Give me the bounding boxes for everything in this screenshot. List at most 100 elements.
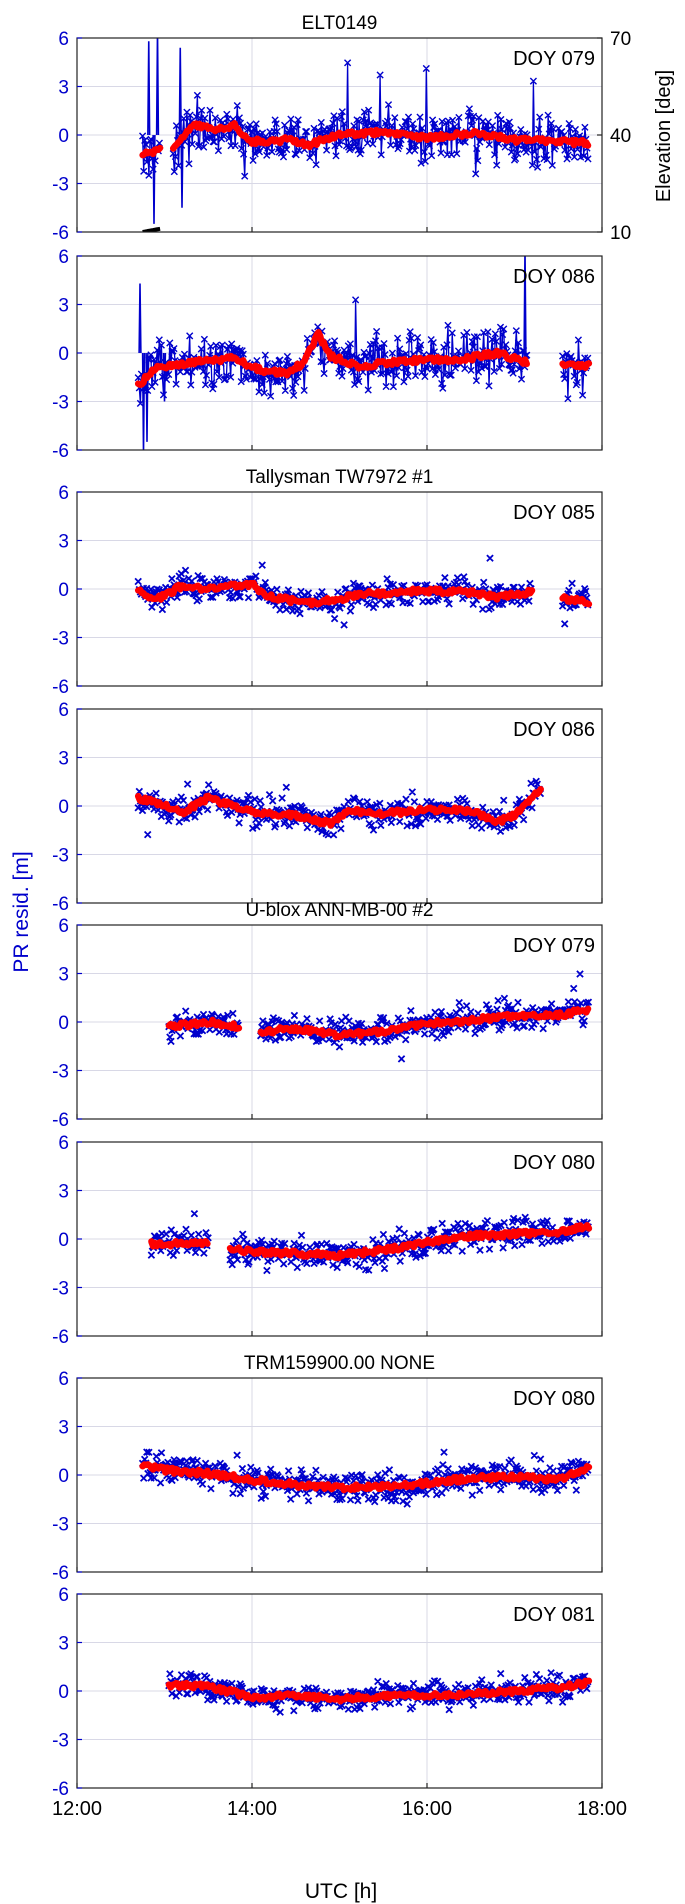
residual-spike bbox=[147, 41, 151, 136]
residual-spike bbox=[138, 283, 142, 354]
residual-spike bbox=[178, 47, 182, 136]
y-tick-label: 6 bbox=[58, 29, 69, 50]
y-tick-label: 0 bbox=[58, 1466, 69, 1487]
residual-spike bbox=[145, 352, 149, 442]
y-tick-label: -6 bbox=[52, 1327, 69, 1348]
y-tick-label: -6 bbox=[52, 1110, 69, 1131]
y-tick-label: 0 bbox=[58, 1013, 69, 1034]
y-tick-label: 3 bbox=[58, 296, 69, 317]
plot-area bbox=[147, 1209, 593, 1275]
doy-label: DOY 086 bbox=[513, 719, 595, 741]
panel-title: U-blox ANN-MB-00 #2 bbox=[246, 900, 434, 921]
plot-area bbox=[134, 256, 593, 450]
y-tick-label: 0 bbox=[58, 1230, 69, 1251]
doy-label: DOY 086 bbox=[513, 266, 595, 288]
y-tick-label: -6 bbox=[52, 677, 69, 698]
y-tick-label: 3 bbox=[58, 532, 69, 553]
smoothed-trend bbox=[134, 329, 530, 388]
y-tick-label: 0 bbox=[58, 344, 69, 365]
y-tick-label: 6 bbox=[58, 916, 69, 937]
plot-area bbox=[165, 1669, 593, 1716]
y-tick-label: -6 bbox=[52, 1563, 69, 1584]
residual-line bbox=[172, 62, 589, 177]
smoothed-trend bbox=[165, 1016, 243, 1032]
doy-label: DOY 081 bbox=[513, 1604, 595, 1626]
residual-spike bbox=[523, 256, 527, 354]
y-tick-label: 0 bbox=[58, 1682, 69, 1703]
residual-markers bbox=[147, 1209, 592, 1275]
y-tick-label: 3 bbox=[58, 78, 69, 99]
y-tick-label: 6 bbox=[58, 1133, 69, 1154]
elevation-axis-label: Elevation [deg] bbox=[653, 70, 675, 202]
panel-5: 6 3 0 -3 -6 U-blox ANN-MB-00 #2 DOY 079 bbox=[52, 900, 603, 1131]
y-tick-label: 0 bbox=[58, 126, 69, 147]
panel-1: 70 40 10 6 3 0 -3 -6 ELT0149 DOY 079 bbox=[52, 13, 631, 244]
y-tick-label: -6 bbox=[52, 441, 69, 462]
elevation-tick-label: 70 bbox=[610, 29, 631, 50]
y-tick-label: -6 bbox=[52, 223, 69, 244]
y-tick-label: -3 bbox=[52, 393, 69, 414]
y-tick-label: 3 bbox=[58, 1634, 69, 1655]
plot-area bbox=[138, 1448, 593, 1508]
smoothed-trend bbox=[559, 360, 593, 372]
smoothed-trend bbox=[139, 1461, 593, 1494]
residual-markers bbox=[134, 296, 592, 407]
residual-spike bbox=[141, 352, 146, 450]
smoothed-trend bbox=[165, 1677, 593, 1705]
y-tick-label: -3 bbox=[52, 629, 69, 650]
panel-6: 6 3 0 -3 -6 DOY 080 bbox=[52, 1133, 603, 1348]
panel-3: 6 3 0 -3 -6 Tallysman TW7972 #1 DOY 085 bbox=[52, 467, 603, 698]
plot-area bbox=[165, 970, 593, 1063]
y-tick-label: -6 bbox=[52, 894, 69, 915]
panel-title: Tallysman TW7972 #1 bbox=[246, 467, 434, 488]
panel-8: 6 3 0 -3 -6 DOY 081 12:00 14:00 16:00 18:00 bbox=[52, 1585, 627, 1820]
smoothed-trend bbox=[134, 785, 544, 829]
y-tick-label: -3 bbox=[52, 1062, 69, 1083]
smoothed-trend bbox=[257, 1005, 592, 1041]
residual-spike bbox=[180, 134, 184, 208]
smoothed-trend bbox=[148, 1237, 211, 1250]
panel-2: 6 3 0 -3 -6 DOY 086 bbox=[52, 247, 603, 462]
residual-spike bbox=[155, 38, 160, 136]
y-tick-label: 6 bbox=[58, 247, 69, 268]
doy-label: DOY 079 bbox=[513, 935, 595, 957]
smoothed-trend bbox=[169, 120, 592, 152]
smoothed-trend bbox=[226, 1222, 593, 1262]
y-tick-label: 6 bbox=[58, 483, 69, 504]
plot-area bbox=[134, 777, 545, 839]
y-tick-label: 6 bbox=[58, 700, 69, 721]
y-tick-label: 3 bbox=[58, 1182, 69, 1203]
y-tick-label: -6 bbox=[52, 1779, 69, 1800]
y-tick-label: -3 bbox=[52, 1279, 69, 1300]
panels: 70 40 10 6 3 0 -3 -6 ELT0149 DOY 079 6 3 0 -3 -6 DOY 08… bbox=[52, 13, 631, 1820]
y-tick-label: 0 bbox=[58, 580, 69, 601]
y-tick-label: -3 bbox=[52, 175, 69, 196]
elevation-tick-label: 10 bbox=[610, 223, 631, 244]
x-tick-label: 12:00 bbox=[52, 1798, 102, 1820]
residual-markers bbox=[139, 59, 592, 180]
y-tick-label: 6 bbox=[58, 1585, 69, 1606]
x-tick-label: 16:00 bbox=[402, 1798, 452, 1820]
y-tick-label: 6 bbox=[58, 1369, 69, 1390]
y-tick-label: 3 bbox=[58, 749, 69, 770]
smoothed-trend bbox=[559, 593, 593, 608]
doy-label: DOY 080 bbox=[513, 1388, 595, 1410]
x-axis-label: UTC [h] bbox=[305, 1880, 377, 1903]
smoothed-trend bbox=[139, 144, 164, 159]
plot-area bbox=[134, 554, 593, 629]
y-tick-label: 0 bbox=[58, 797, 69, 818]
panel-title: TRM159900.00 NONE bbox=[244, 1353, 435, 1374]
elevation-tick-label: 40 bbox=[610, 126, 631, 147]
y-tick-label: -3 bbox=[52, 1731, 69, 1752]
x-tick-label: 18:00 bbox=[577, 1798, 627, 1820]
panel-4: 6 3 0 -3 -6 DOY 086 bbox=[52, 700, 603, 915]
doy-label: DOY 079 bbox=[513, 48, 595, 70]
y-tick-label: 3 bbox=[58, 1418, 69, 1439]
doy-label: DOY 080 bbox=[513, 1152, 595, 1174]
y-tick-label: -3 bbox=[52, 846, 69, 867]
y-axis-label: PR resid. [m] bbox=[10, 851, 33, 972]
panel-7: 6 3 0 -3 -6 TRM159900.00 NONE DOY 080 bbox=[52, 1353, 603, 1584]
y-tick-label: 3 bbox=[58, 965, 69, 986]
x-tick-label: 14:00 bbox=[227, 1798, 277, 1820]
